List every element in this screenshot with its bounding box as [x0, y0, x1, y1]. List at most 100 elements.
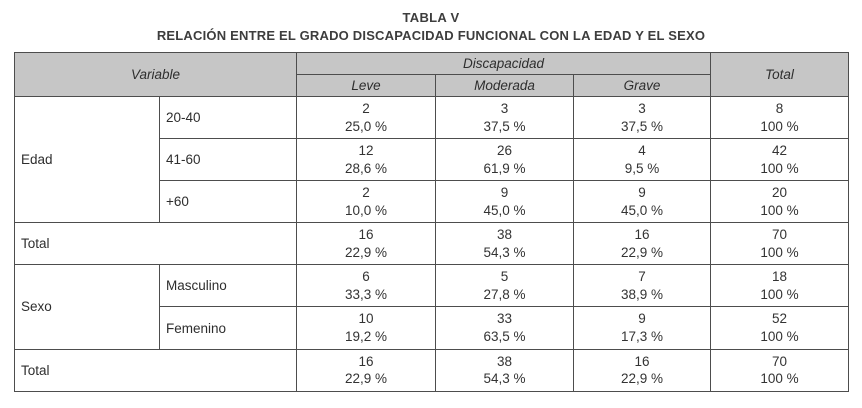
cell-count: 9 — [500, 185, 509, 201]
row-label: Masculino — [159, 264, 297, 308]
header-level-leve: Leve — [296, 74, 436, 97]
cell-count: 9 — [638, 185, 646, 201]
cell-count: 20 — [771, 185, 788, 201]
cell-percent: 100 % — [760, 329, 799, 345]
cell-percent: 22,9 % — [620, 371, 664, 387]
cell-count: 8 — [775, 101, 784, 116]
data-cell: 12 28,6 % — [296, 138, 436, 182]
header-total: Total — [710, 52, 849, 97]
cell-percent: 17,3 % — [620, 329, 664, 345]
cell-percent: 19,2 % — [344, 329, 388, 345]
data-cell: 2 10,0 % — [296, 180, 436, 224]
table-subtitle: RELACIÓN ENTRE EL GRADO DISCAPACIDAD FUN… — [156, 28, 706, 43]
data-cell: 70 100 % — [710, 222, 849, 266]
cell-percent: 38,9 % — [620, 286, 664, 302]
table-header: Variable Discapacidad Total Leve Moderad… — [14, 52, 849, 97]
cell-percent: 9,5 % — [624, 160, 660, 176]
table-title: TABLA V — [402, 10, 460, 25]
data-cell: 42 100 % — [710, 138, 849, 182]
total-row-label: Total — [14, 348, 297, 392]
cell-percent: 10,0 % — [344, 202, 388, 218]
data-cell: 16 22,9 % — [296, 222, 436, 266]
header-level-grave: Grave — [573, 74, 711, 97]
data-cell: 70 100 % — [710, 348, 849, 392]
cell-percent: 100 % — [760, 244, 799, 260]
data-cell: 4 9,5 % — [573, 138, 711, 182]
cell-percent: 54,3 % — [483, 371, 526, 387]
data-cell: 6 33,3 % — [296, 264, 436, 308]
data-cell: 7 38,9 % — [573, 264, 711, 308]
data-cell: 9 45,0 % — [573, 180, 711, 224]
cell-count: 2 — [362, 185, 370, 201]
data-cell: 38 54,3 % — [435, 348, 574, 392]
table-row-sexo-masculino: Sexo Masculino 6 33,3 % 5 27,8 % 7 38,9 … — [14, 264, 849, 350]
cell-count: 18 — [771, 269, 788, 285]
cell-percent: 100 % — [760, 160, 799, 176]
header-discapacidad: Discapacidad — [296, 52, 711, 75]
cell-percent: 100 % — [760, 371, 799, 387]
cell-count: 16 — [634, 227, 650, 243]
table-row-sexo-total: Total 16 22,9 % 38 54,3 % 16 22,9 % 70 1… — [14, 348, 849, 392]
data-cell: 52 100 % — [710, 306, 849, 350]
cell-count: 3 — [500, 101, 509, 116]
cell-count: 42 — [771, 143, 788, 159]
header-variable: Variable — [14, 52, 297, 97]
header-row-2: Leve Moderada Grave — [15, 74, 849, 97]
cell-percent: 37,5 % — [620, 118, 664, 134]
data-cell: 9 17,3 % — [573, 306, 711, 350]
data-cell: 16 22,9 % — [573, 348, 711, 392]
cell-count: 70 — [771, 227, 788, 243]
data-cell: 16 22,9 % — [296, 348, 436, 392]
cell-percent: 37,5 % — [483, 118, 526, 134]
cell-count: 12 — [358, 143, 374, 159]
cell-count: 26 — [496, 143, 513, 159]
row-label: 20-40 — [159, 95, 297, 140]
cell-percent: 22,9 % — [344, 244, 388, 260]
cell-count: 52 — [771, 311, 788, 327]
data-cell: 18 100 % — [710, 264, 849, 308]
cell-percent: 25,0 % — [344, 118, 388, 134]
row-label: 41-60 — [159, 138, 297, 182]
data-cell: 10 19,2 % — [296, 306, 436, 350]
data-cell: 20 100 % — [710, 180, 849, 224]
cell-count: 33 — [496, 311, 513, 327]
cell-count: 9 — [638, 311, 646, 327]
cell-percent: 100 % — [760, 286, 799, 302]
cell-count: 16 — [358, 353, 374, 369]
title-block: TABLA V RELACIÓN ENTRE EL GRADO DISCAPAC… — [14, 10, 848, 43]
cell-count: 16 — [634, 353, 650, 369]
table-row-edad-60plus: +60 2 10,0 % 9 45,0 % 9 45,0 % 20 100 % — [15, 180, 849, 224]
data-cell: 3 37,5 % — [573, 95, 711, 140]
data-cell: 2 25,0 % — [296, 95, 436, 140]
row-label: Femenino — [159, 306, 297, 350]
header-level-moderada: Moderada — [435, 74, 574, 97]
total-row-label: Total — [14, 222, 297, 266]
cell-percent: 45,0 % — [620, 202, 664, 218]
cell-percent: 33,3 % — [344, 286, 388, 302]
cell-count: 5 — [500, 269, 509, 285]
cell-percent: 63,5 % — [483, 329, 526, 345]
cell-percent: 61,9 % — [483, 160, 526, 176]
data-cell: 9 45,0 % — [435, 180, 574, 224]
statistics-table: Variable Discapacidad Total Leve Moderad… — [14, 52, 849, 392]
cell-count: 16 — [358, 227, 374, 243]
cell-percent: 27,8 % — [483, 286, 526, 302]
header-row-1: Variable Discapacidad Total — [14, 52, 849, 97]
data-cell: 16 22,9 % — [573, 222, 711, 266]
data-cell: 33 63,5 % — [435, 306, 574, 350]
cell-percent: 45,0 % — [483, 202, 526, 218]
cell-count: 6 — [362, 269, 370, 285]
data-cell: 5 27,8 % — [435, 264, 574, 308]
group-label-sexo: Sexo — [14, 264, 160, 350]
cell-count: 38 — [496, 353, 513, 369]
cell-count: 70 — [771, 353, 788, 369]
cell-count: 7 — [638, 269, 646, 285]
cell-count: 38 — [496, 227, 513, 243]
table-row-sexo-femenino: Femenino 10 19,2 % 33 63,5 % 9 17,3 % 52… — [15, 306, 849, 350]
row-label: +60 — [159, 180, 297, 224]
cell-percent: 28,6 % — [344, 160, 388, 176]
data-cell: 38 54,3 % — [435, 222, 574, 266]
table-row-edad-20-40: Edad 20-40 2 25,0 % 3 37,5 % 3 37,5 % 8 … — [14, 95, 849, 224]
cell-count: 4 — [638, 143, 646, 159]
